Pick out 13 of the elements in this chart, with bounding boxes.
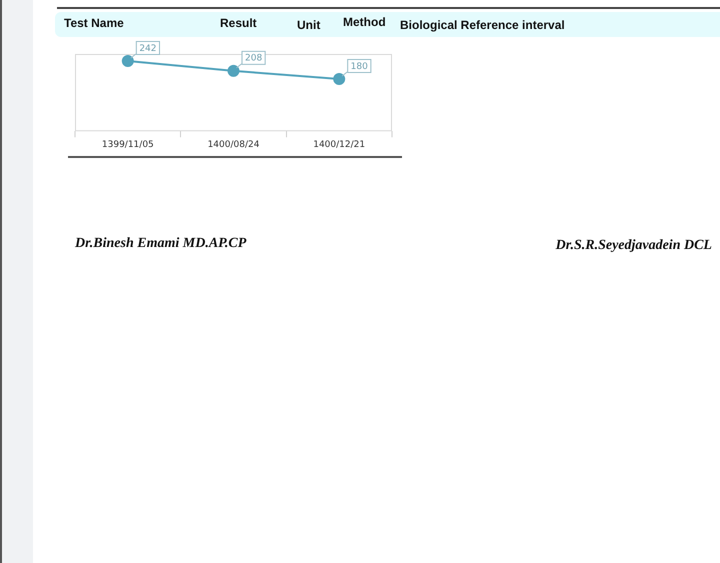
x-tick-label: 1400/08/24 bbox=[208, 140, 260, 150]
text: Method bbox=[343, 15, 386, 29]
data-label: 208 bbox=[245, 54, 262, 64]
text: Dr.Binesh Emami MD.AP.CP bbox=[75, 236, 246, 252]
text: Unit bbox=[297, 18, 320, 32]
text: Test Name bbox=[64, 16, 124, 30]
data-label: 180 bbox=[350, 62, 368, 72]
data-label: 242 bbox=[139, 44, 157, 54]
x-tick-label: 1399/11/05 bbox=[102, 140, 154, 150]
text: Dr.S.R.Seyedjavadein DCL bbox=[556, 238, 712, 254]
text: Biological Reference interval bbox=[400, 18, 565, 32]
text: Result bbox=[220, 16, 257, 30]
x-tick-label: 1400/12/21 bbox=[313, 140, 366, 150]
